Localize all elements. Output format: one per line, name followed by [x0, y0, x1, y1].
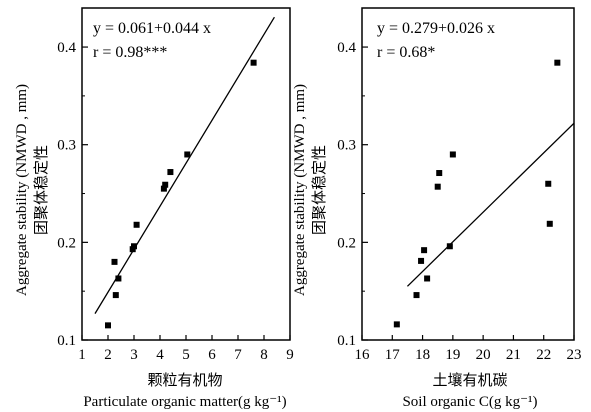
tick-labels: 16 17 18 19 20 21 22 23 0.1 0.2 0.3 0.4	[337, 40, 581, 363]
data-point	[167, 169, 174, 176]
data-point	[545, 180, 552, 187]
data-point	[250, 59, 257, 66]
plot-frame	[361, 7, 575, 341]
data-point	[162, 181, 169, 188]
tick-marks	[361, 46, 575, 341]
y-tick-label: 0.4	[337, 40, 356, 56]
plot-border	[361, 7, 575, 341]
x-tick-label: 17	[385, 347, 401, 363]
data-point	[546, 220, 553, 227]
x-axis-label-cn: 颗粒有机物	[147, 371, 222, 389]
data-points	[105, 59, 257, 329]
x-tick-label: 4	[156, 347, 164, 363]
x-tick-label: 1	[78, 347, 86, 363]
data-point	[436, 170, 443, 177]
data-point	[105, 322, 111, 329]
y-axis-label-en: Aggregate stability (NMWD , mm)	[14, 84, 30, 296]
x-tick-label: 9	[286, 347, 294, 363]
x-tick-label: 5	[182, 347, 190, 363]
chart-panel-pom: 1 2 3 4 5 6 7 8 90.10.20.30.4 y = 0.061+0.044 x …	[14, 7, 294, 410]
data-point	[434, 183, 441, 190]
x-tick-label: 21	[506, 347, 521, 363]
x-tick-label: 19	[445, 347, 460, 363]
x-tick-label: 6	[208, 347, 216, 363]
data-point	[554, 59, 561, 66]
x-tick-label: 2	[104, 347, 112, 363]
tick-marks	[81, 46, 291, 341]
data-point	[413, 292, 420, 299]
data-point	[449, 151, 456, 158]
data-point	[133, 221, 140, 228]
regression-line	[94, 16, 275, 314]
y-tick-label: 0.1	[57, 333, 76, 349]
data-point	[421, 247, 428, 254]
regression-equation: y = 0.279+0.026 x	[377, 20, 495, 37]
data-point	[160, 185, 167, 192]
correlation-coefficient: r = 0.68*	[377, 44, 435, 61]
correlation-coefficient: r = 0.98***	[93, 44, 167, 61]
data-point	[418, 257, 425, 264]
x-axis-label-en: Particulate organic matter(g kg⁻¹)	[83, 394, 286, 410]
y-tick-label: 0.3	[337, 138, 356, 154]
x-tick-label: 8	[260, 347, 268, 363]
chart-panel-soc: 16 17 18 19 20 21 22 23 0.1 0.2 0.3 0.4 y = 0.279+0…	[292, 7, 582, 410]
x-axis-label-en: Soil organic C(g kg⁻¹)	[402, 394, 537, 410]
x-tick-label: 16	[355, 347, 371, 363]
regression-line	[406, 122, 575, 287]
data-point	[446, 243, 453, 250]
y-tick-label: 0.3	[57, 138, 76, 154]
y-axis-label-cn: 团聚体稳定性	[32, 145, 50, 235]
y-tick-label: 0.4	[57, 40, 76, 56]
x-tick-label: 20	[476, 347, 491, 363]
data-point	[424, 275, 431, 282]
fit-line	[406, 122, 575, 287]
fit-line	[94, 16, 275, 314]
data-point	[184, 151, 191, 158]
y-tick-label: 0.1	[337, 333, 356, 349]
tick-labels: 1 2 3 4 5 6 7 8 9 0.1 0.2 0.3 0.4	[57, 40, 294, 363]
y-tick-label: 0.2	[57, 235, 76, 251]
x-tick-label: 18	[415, 347, 430, 363]
y-axis-label-cn: 团聚体稳定性	[310, 145, 328, 235]
data-points	[393, 59, 561, 328]
x-axis-label-cn: 土壤有机碳	[432, 371, 507, 389]
data-point	[393, 321, 400, 328]
x-tick-label: 22	[536, 347, 551, 363]
regression-equation: y = 0.061+0.044 x	[93, 20, 211, 37]
data-point	[112, 292, 119, 299]
data-point	[115, 275, 122, 282]
data-point	[131, 243, 137, 250]
data-point	[111, 258, 118, 265]
x-tick-label: 23	[567, 347, 582, 363]
x-tick-label: 3	[130, 347, 138, 363]
x-tick-label: 7	[234, 347, 242, 363]
y-axis-label-en: Aggregate stability (NMWD , mm)	[292, 84, 308, 296]
y-tick-label: 0.2	[337, 235, 356, 251]
